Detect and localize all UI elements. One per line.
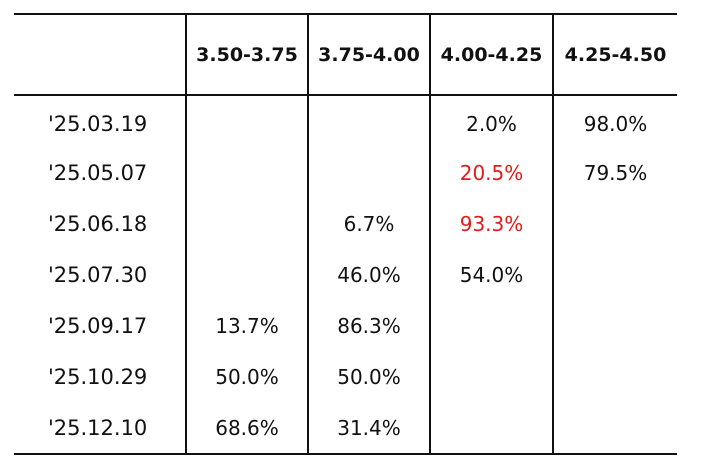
probability-cell: 2.0% <box>429 95 553 147</box>
header-range-3-50-3-75: 3.50-3.75 <box>185 13 308 96</box>
probability-cell <box>185 249 308 300</box>
header-row: 3.50-3.75 3.75-4.00 4.00-4.25 4.25-4.50 <box>14 13 677 96</box>
probability-cell-highlighted: 20.5% <box>429 147 553 198</box>
meeting-date: '25.09.17 <box>48 313 148 338</box>
probability-cell <box>185 147 308 198</box>
table-row: '25.12.10 68.6% 31.4% <box>14 402 677 455</box>
header-range-4-25-4-50: 4.25-4.50 <box>552 13 677 96</box>
meeting-date: '25.03.19 <box>48 111 148 136</box>
header-range-3-75-4-00: 3.75-4.00 <box>307 13 430 96</box>
meeting-date: '25.12.10 <box>14 402 186 455</box>
table-row: '25.07.30 46.0% 54.0% <box>14 249 677 300</box>
table-row: '25.03.19 2.0% 98.0% <box>14 95 677 147</box>
probability-cell <box>185 95 308 147</box>
probability-cell <box>429 300 553 351</box>
probability-cell: 31.4% <box>307 402 430 455</box>
probability-table-container: 3.50-3.75 3.75-4.00 4.00-4.25 4.25-4.50 … <box>14 13 677 455</box>
meeting-date: '25.05.07 <box>48 160 148 185</box>
probability-cell: 13.7% <box>185 300 308 351</box>
probability-cell: 86.3% <box>307 300 430 351</box>
probability-cell <box>307 95 430 147</box>
probability-cell <box>552 198 677 249</box>
probability-cell: 98.0% <box>552 95 677 147</box>
probability-cell: 54.0% <box>429 249 553 300</box>
probability-cell <box>552 351 677 402</box>
probability-cell: 50.0% <box>185 351 308 402</box>
probability-cell <box>429 351 553 402</box>
meeting-date: '25.10.29 <box>48 364 148 389</box>
table-row: '25.09.17 13.7% 86.3% <box>14 300 677 351</box>
probability-cell-highlighted: 93.3% <box>429 198 553 249</box>
probability-cell: 6.7% <box>307 198 430 249</box>
rate-probability-table: 3.50-3.75 3.75-4.00 4.00-4.25 4.25-4.50 … <box>14 13 677 455</box>
table-row: '25.05.07 20.5% 79.5% <box>14 147 677 198</box>
probability-cell: 79.5% <box>552 147 677 198</box>
table-row: '25.10.29 50.0% 50.0% <box>14 351 677 402</box>
header-range-4-00-4-25: 4.00-4.25 <box>429 13 553 96</box>
probability-cell <box>429 402 553 455</box>
probability-cell <box>185 198 308 249</box>
probability-cell <box>552 249 677 300</box>
meeting-date: '25.07.30 <box>48 262 148 287</box>
probability-cell: 46.0% <box>307 249 430 300</box>
probability-cell <box>552 300 677 351</box>
table-row: '25.06.18 6.7% 93.3% <box>14 198 677 249</box>
probability-cell: 50.0% <box>307 351 430 402</box>
probability-cell <box>307 147 430 198</box>
probability-cell <box>552 402 677 455</box>
meeting-date: '25.06.18 <box>48 211 148 236</box>
probability-cell: 68.6% <box>185 402 308 455</box>
header-date-column <box>14 13 186 96</box>
